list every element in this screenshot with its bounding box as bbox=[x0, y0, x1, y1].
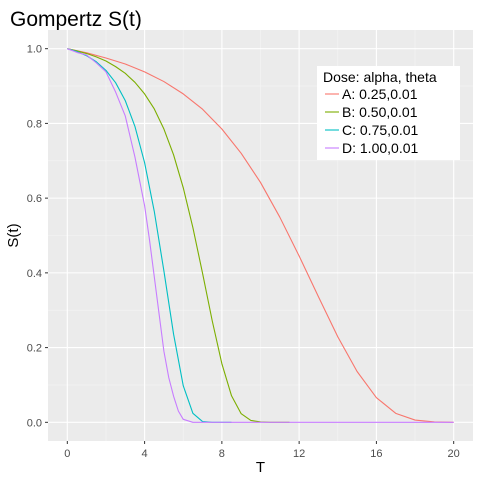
x-axis-title: T bbox=[256, 459, 265, 476]
legend-label-c: C: 0.75,0.01 bbox=[342, 122, 418, 138]
chart-title: Gompertz S(t) bbox=[10, 8, 142, 31]
y-tick-label: 1.0 bbox=[27, 44, 42, 56]
y-tick-label: 0.6 bbox=[27, 193, 42, 205]
legend-label-d: D: 1.00,0.01 bbox=[342, 140, 418, 156]
x-tick-label: 4 bbox=[142, 448, 148, 460]
legend-label-a: A: 0.25,0.01 bbox=[342, 86, 418, 102]
series-line-c bbox=[67, 48, 232, 423]
legend-items: A: 0.25,0.01 B: 0.50,0.01 C: 0.75,0.01 D: 1… bbox=[325, 86, 418, 156]
series-lines bbox=[67, 48, 454, 423]
legend-title: Dose: alpha, theta bbox=[323, 69, 437, 85]
y-axis-ticks: 0.0 0.2 0.4 0.6 0.8 1.0 bbox=[27, 44, 48, 429]
legend: Dose: alpha, theta A: 0.25,0.01 B: 0.50,0… bbox=[317, 66, 460, 160]
legend-background bbox=[317, 66, 460, 160]
x-tick-label: 20 bbox=[448, 448, 460, 460]
x-tick-label: 12 bbox=[293, 448, 305, 460]
y-tick-label: 0.2 bbox=[27, 343, 42, 355]
series-line-b bbox=[67, 48, 290, 423]
series-line-d bbox=[67, 48, 454, 423]
y-tick-label: 0.0 bbox=[27, 417, 42, 429]
x-tick-label: 8 bbox=[219, 448, 225, 460]
x-axis-ticks: 0 4 8 12 16 20 bbox=[64, 441, 460, 460]
legend-label-b: B: 0.50,0.01 bbox=[342, 104, 418, 120]
series-line-a bbox=[67, 48, 454, 423]
x-tick-label: 0 bbox=[64, 448, 70, 460]
y-axis-title: S(t) bbox=[5, 223, 22, 247]
y-tick-label: 0.8 bbox=[27, 118, 42, 130]
x-tick-label: 16 bbox=[370, 448, 382, 460]
y-tick-label: 0.4 bbox=[27, 268, 42, 280]
